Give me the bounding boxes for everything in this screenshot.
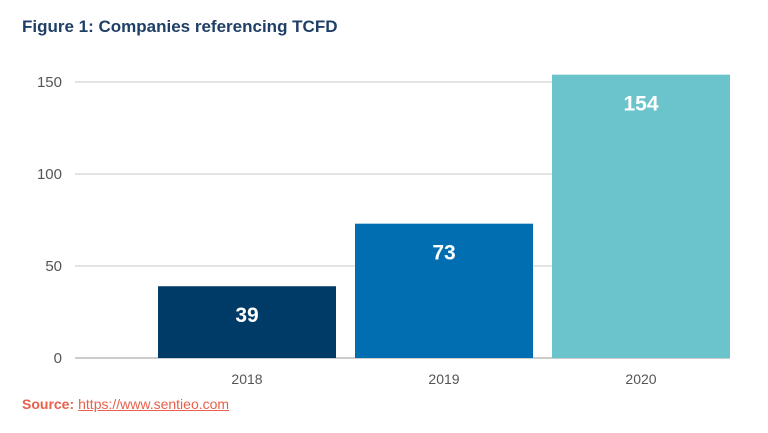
y-tick-label: 100 (37, 166, 62, 183)
x-tick-label: 2018 (231, 371, 262, 387)
data-label: 154 (623, 93, 658, 116)
y-tick-label: 150 (37, 74, 62, 91)
x-tick-label: 2020 (625, 371, 656, 387)
source-label: Source: (22, 396, 75, 412)
y-tick-label: 50 (45, 258, 62, 275)
data-label: 73 (432, 242, 455, 265)
bar (355, 223, 533, 358)
bar (552, 74, 730, 358)
source-line: Source: https://www.sentieo.com (22, 396, 229, 412)
y-tick-label: 0 (54, 350, 62, 367)
data-label: 39 (235, 304, 258, 327)
chart-title: Figure 1: Companies referencing TCFD (22, 17, 338, 36)
source-link[interactable]: https://www.sentieo.com (78, 396, 230, 412)
bar (158, 286, 336, 358)
x-tick-label: 2019 (428, 371, 459, 387)
